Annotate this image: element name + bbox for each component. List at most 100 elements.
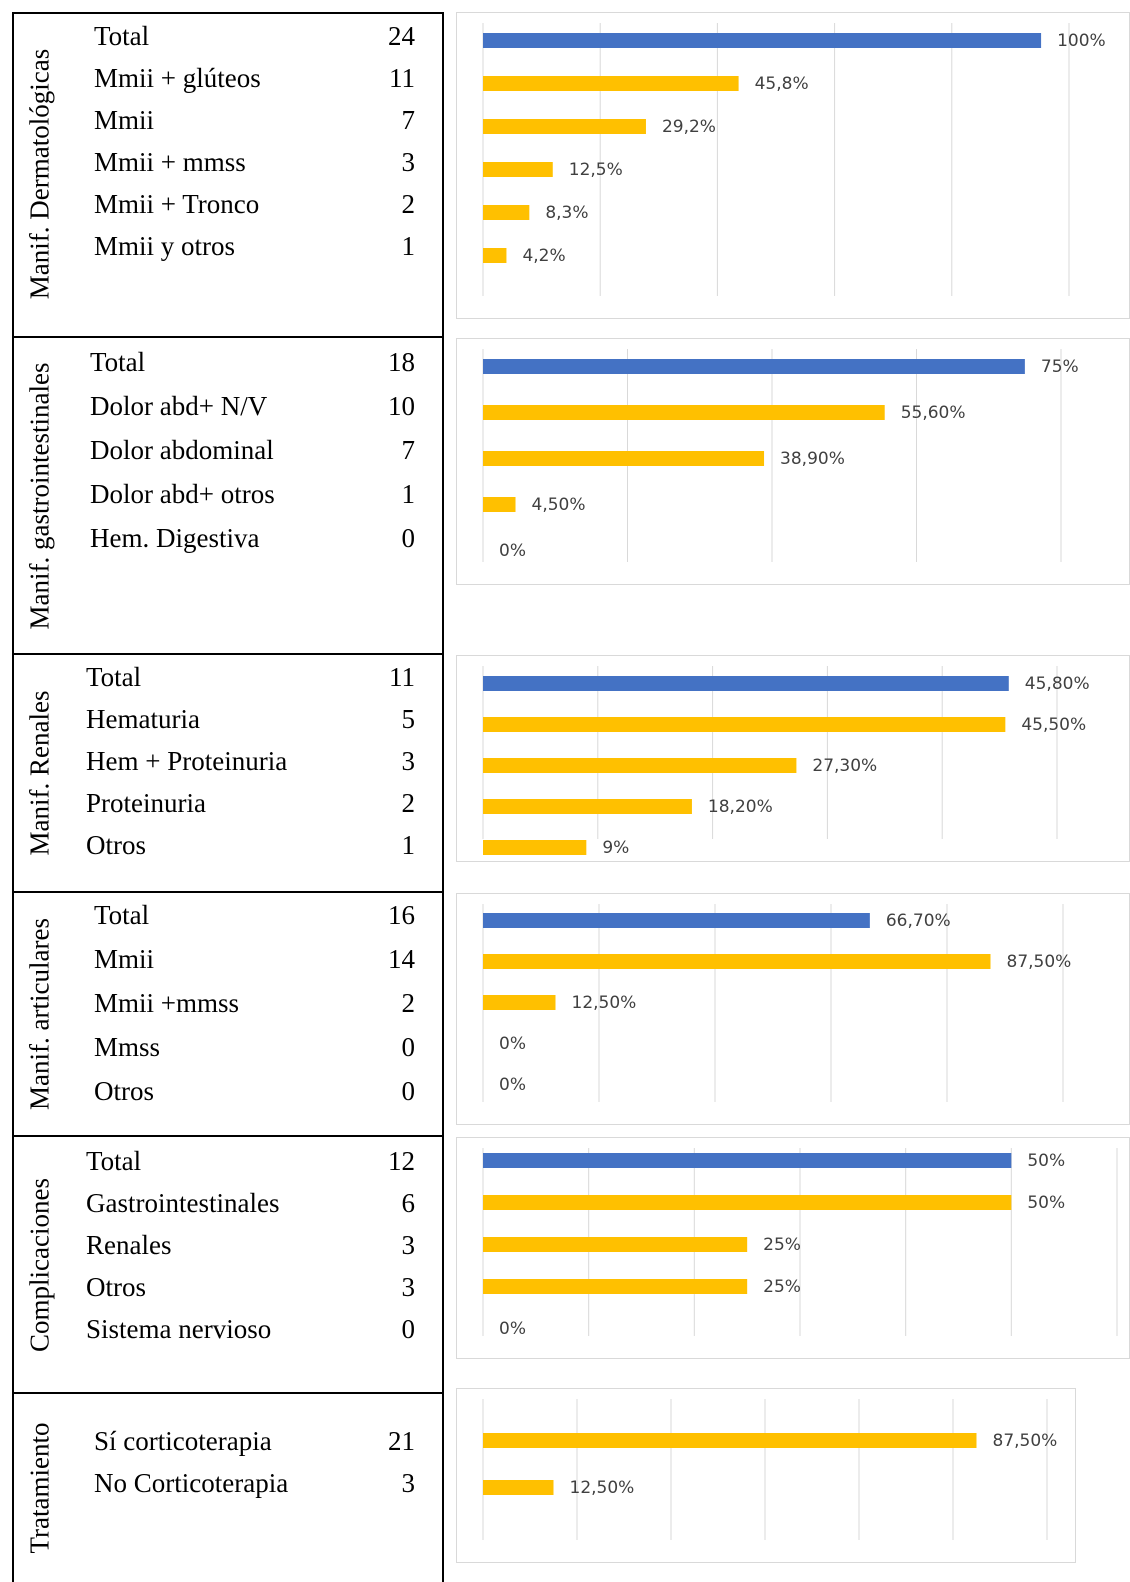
bar xyxy=(483,799,692,814)
count-value: 0 xyxy=(401,1032,416,1062)
value-label: 0% xyxy=(499,541,526,561)
bar xyxy=(483,205,530,220)
value-label: 25% xyxy=(763,1235,801,1255)
value-label: 87,50% xyxy=(1007,952,1072,972)
category-label: Dolor abdominal xyxy=(90,435,274,465)
bar xyxy=(483,119,646,134)
count-value: 3 xyxy=(401,746,416,776)
bar xyxy=(483,162,553,177)
row-separator xyxy=(12,891,444,893)
bar xyxy=(483,717,1006,732)
bar-chart-svg: 50% 50% 25% 25% 0% xyxy=(482,1148,1118,1339)
value-label: 25% xyxy=(763,1277,801,1297)
count-value: 2 xyxy=(401,189,416,219)
value-label: 100% xyxy=(1057,31,1106,51)
category-label: Sistema nervioso xyxy=(86,1314,272,1344)
bar-chart-svg: 66,70% 87,50% 12,50% 0% 0% xyxy=(482,904,1072,1102)
category-label: Mmii + mmss xyxy=(94,147,246,177)
category-label: Otros xyxy=(86,1272,146,1302)
category-label: Mmii xyxy=(94,105,155,135)
value-label: 12,5% xyxy=(569,160,623,180)
count-value: 3 xyxy=(401,147,416,177)
bar xyxy=(483,758,797,773)
value-label: 45,80% xyxy=(1025,674,1090,694)
category-label: Dolor abd+ otros xyxy=(90,479,275,509)
bar xyxy=(483,1195,1012,1210)
count-value: 24 xyxy=(388,21,415,51)
row-separator xyxy=(12,1135,444,1137)
row-separator xyxy=(12,653,444,655)
count-value: 7 xyxy=(401,435,416,465)
section-label-text: Tratamiento xyxy=(24,1422,55,1554)
value-label: 0% xyxy=(499,1034,526,1054)
count-value: 2 xyxy=(401,988,416,1018)
category-label: Total xyxy=(86,1146,142,1176)
count-value: 0 xyxy=(401,1076,416,1106)
category-label: Otros xyxy=(94,1076,154,1106)
section-label-text: Manif. Renales xyxy=(24,690,55,856)
value-label: 50% xyxy=(1027,1193,1065,1213)
count-value: 16 xyxy=(388,900,415,930)
section-label-text: Manif. Dermatológicas xyxy=(24,48,55,300)
value-label: 38,90% xyxy=(780,449,845,469)
count-value: 6 xyxy=(401,1188,416,1218)
bar-chart: 100% 45,8% 29,2% 12,5% 8,3% 4,2% xyxy=(456,12,1130,319)
category-label: Sí corticoterapia xyxy=(94,1426,272,1456)
category-label: Hem. Digestiva xyxy=(90,523,260,553)
section-label-text: Manif. gastrointestinales xyxy=(24,362,55,629)
category-label: Total xyxy=(86,662,142,692)
bar xyxy=(483,359,1025,374)
category-label: Proteinuria xyxy=(86,788,206,818)
count-value: 2 xyxy=(401,788,416,818)
category-label: Mmii y otros xyxy=(94,231,236,261)
value-label: 4,2% xyxy=(522,246,565,266)
value-label: 8,3% xyxy=(545,203,588,223)
count-value: 12 xyxy=(388,1146,415,1176)
count-value: 10 xyxy=(388,391,415,421)
value-label: 9% xyxy=(602,838,629,858)
bar xyxy=(483,840,587,855)
bar-chart: 45,80% 45,50% 27,30% 18,20% 9% xyxy=(456,655,1130,862)
section-label: Tratamiento xyxy=(18,1394,62,1582)
category-label: Total xyxy=(94,900,150,930)
count-value: 1 xyxy=(401,830,416,860)
value-label: 45,50% xyxy=(1021,715,1086,735)
bar-chart: 66,70% 87,50% 12,50% 0% 0% xyxy=(456,893,1130,1125)
count-value: 7 xyxy=(401,105,416,135)
category-label: Mmii + Tronco xyxy=(94,189,260,219)
count-value: 18 xyxy=(388,347,415,377)
bar-chart-svg: 87,50% 12,50% xyxy=(482,1399,1057,1540)
bar xyxy=(483,995,556,1010)
bar xyxy=(483,1153,1012,1168)
count-value: 14 xyxy=(388,944,415,974)
category-label: Mmii +mmss xyxy=(94,988,240,1018)
category-label: Otros xyxy=(86,830,146,860)
value-label: 50% xyxy=(1027,1151,1065,1171)
category-label: No Corticoterapia xyxy=(94,1468,289,1498)
count-value: 21 xyxy=(388,1426,415,1456)
section-label: Manif. articulares xyxy=(18,893,62,1135)
value-label: 27,30% xyxy=(812,756,877,776)
value-label: 29,2% xyxy=(662,117,716,137)
count-value: 3 xyxy=(401,1468,416,1498)
bar xyxy=(483,1480,554,1495)
value-label: 75% xyxy=(1041,357,1079,377)
bar xyxy=(483,913,870,928)
row-separator xyxy=(12,336,444,338)
category-label: Mmii xyxy=(94,944,155,974)
bar-chart-svg: 45,80% 45,50% 27,30% 18,20% 9% xyxy=(482,666,1090,858)
table-divider xyxy=(442,12,444,1582)
category-label: Renales xyxy=(86,1230,172,1260)
bar xyxy=(483,248,507,263)
category-label: Mmss xyxy=(94,1032,161,1062)
bar-chart-svg: 100% 45,8% 29,2% 12,5% 8,3% 4,2% xyxy=(482,23,1106,296)
category-label: Mmii + glúteos xyxy=(94,63,261,93)
count-value: 1 xyxy=(401,479,416,509)
bar-chart: 50% 50% 25% 25% 0% xyxy=(456,1137,1130,1359)
value-label: 0% xyxy=(499,1075,526,1095)
section-label: Manif. Renales xyxy=(18,655,62,891)
bar-chart: 87,50% 12,50% xyxy=(456,1388,1076,1563)
count-value: 5 xyxy=(401,704,416,734)
value-label: 45,8% xyxy=(755,74,809,94)
bar xyxy=(483,1279,748,1294)
